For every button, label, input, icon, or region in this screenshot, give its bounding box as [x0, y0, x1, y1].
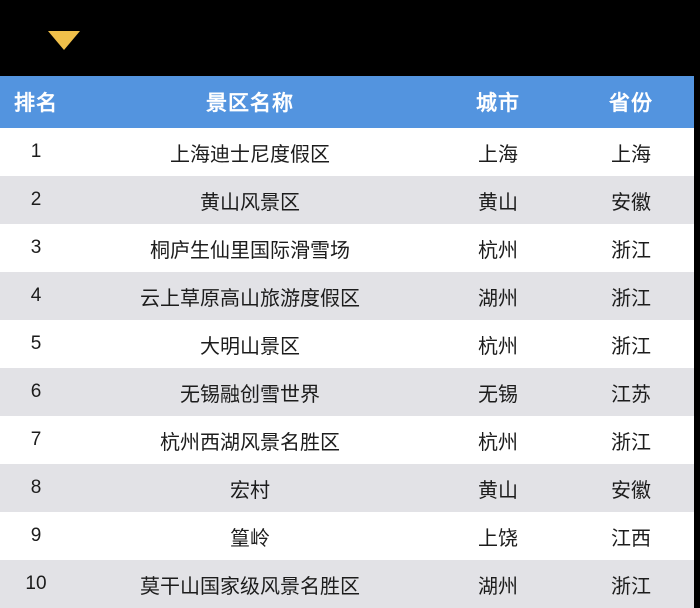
cell-name: 杭州西湖风景名胜区 — [160, 431, 340, 454]
table-header: 排名 景区名称 城市 省份 — [0, 76, 694, 128]
cell-city: 湖州 — [478, 575, 518, 598]
cell-city: 杭州 — [478, 239, 518, 262]
table-row[interactable]: 5 大明山景区 杭州 浙江 — [0, 320, 694, 368]
table-body: 1 上海迪士尼度假区 上海 上海 2 黄山风景区 黄山 安徽 3 桐庐生仙里国际滑雪场 杭州 浙江 4 云… — [0, 128, 694, 608]
cell-rank: 8 — [30, 477, 42, 498]
cell-name: 云上草原高山旅游度假区 — [140, 287, 360, 310]
cell-name: 上海迪士尼度假区 — [170, 143, 330, 166]
cell-rank: 4 — [30, 285, 42, 306]
cell-province: 浙江 — [611, 239, 651, 262]
cell-rank: 3 — [30, 237, 42, 258]
table-row[interactable]: 7 杭州西湖风景名胜区 杭州 浙江 — [0, 416, 694, 464]
cell-city: 杭州 — [478, 335, 518, 358]
table-row[interactable]: 8 宏村 黄山 安徽 — [0, 464, 694, 512]
cell-city: 上海 — [478, 143, 518, 166]
table-row[interactable]: 4 云上草原高山旅游度假区 湖州 浙江 — [0, 272, 694, 320]
cell-name: 大明山景区 — [200, 335, 300, 358]
column-header-name[interactable]: 景区名称 — [206, 92, 294, 115]
cell-province: 安徽 — [611, 479, 651, 502]
triangle-down-icon — [48, 31, 80, 50]
cell-province: 浙江 — [611, 335, 651, 358]
cell-name: 宏村 — [230, 479, 270, 502]
cell-province: 江苏 — [611, 383, 651, 406]
column-header-city[interactable]: 城市 — [476, 92, 520, 115]
column-header-province[interactable]: 省份 — [609, 92, 653, 115]
cell-rank: 9 — [30, 525, 42, 546]
column-header-rank[interactable]: 排名 — [14, 92, 58, 115]
cell-province: 上海 — [611, 143, 651, 166]
cell-name: 莫干山国家级风景名胜区 — [140, 575, 360, 598]
table-row[interactable]: 6 无锡融创雪世界 无锡 江苏 — [0, 368, 694, 416]
cell-city: 杭州 — [478, 431, 518, 454]
top-banner — [0, 0, 700, 76]
table-row[interactable]: 2 黄山风景区 黄山 安徽 — [0, 176, 694, 224]
cell-city: 黄山 — [478, 191, 518, 214]
cell-name: 黄山风景区 — [200, 191, 300, 214]
cell-province: 浙江 — [611, 575, 651, 598]
cell-rank: 5 — [30, 333, 42, 354]
table-row[interactable]: 3 桐庐生仙里国际滑雪场 杭州 浙江 — [0, 224, 694, 272]
ranking-table: 排名 景区名称 城市 省份 1 上海迪士尼度假区 上海 上海 2 黄山风景区 黄山 安徽 3 桐庐… — [0, 76, 694, 608]
cell-name: 无锡融创雪世界 — [180, 383, 320, 406]
cell-rank: 10 — [25, 573, 47, 594]
cell-city: 黄山 — [478, 479, 518, 502]
table-header-row: 排名 景区名称 城市 省份 — [0, 76, 694, 128]
cell-rank: 1 — [30, 141, 42, 162]
cell-name: 桐庐生仙里国际滑雪场 — [150, 239, 350, 262]
cell-province: 浙江 — [611, 287, 651, 310]
cell-rank: 2 — [30, 189, 42, 210]
cell-city: 无锡 — [478, 383, 518, 406]
ranking-table-container: 排名 景区名称 城市 省份 1 上海迪士尼度假区 上海 上海 2 黄山风景区 黄山 安徽 3 桐庐… — [0, 76, 694, 608]
table-row[interactable]: 1 上海迪士尼度假区 上海 上海 — [0, 128, 694, 176]
cell-province: 安徽 — [611, 191, 651, 214]
cell-city: 上饶 — [478, 527, 518, 550]
cell-province: 江西 — [611, 527, 651, 550]
cell-rank: 7 — [30, 429, 42, 450]
cell-city: 湖州 — [478, 287, 518, 310]
cell-name: 篁岭 — [230, 527, 270, 550]
table-row[interactable]: 10 莫干山国家级风景名胜区 湖州 浙江 — [0, 560, 694, 608]
cell-rank: 6 — [30, 381, 42, 402]
table-row[interactable]: 9 篁岭 上饶 江西 — [0, 512, 694, 560]
cell-province: 浙江 — [611, 431, 651, 454]
